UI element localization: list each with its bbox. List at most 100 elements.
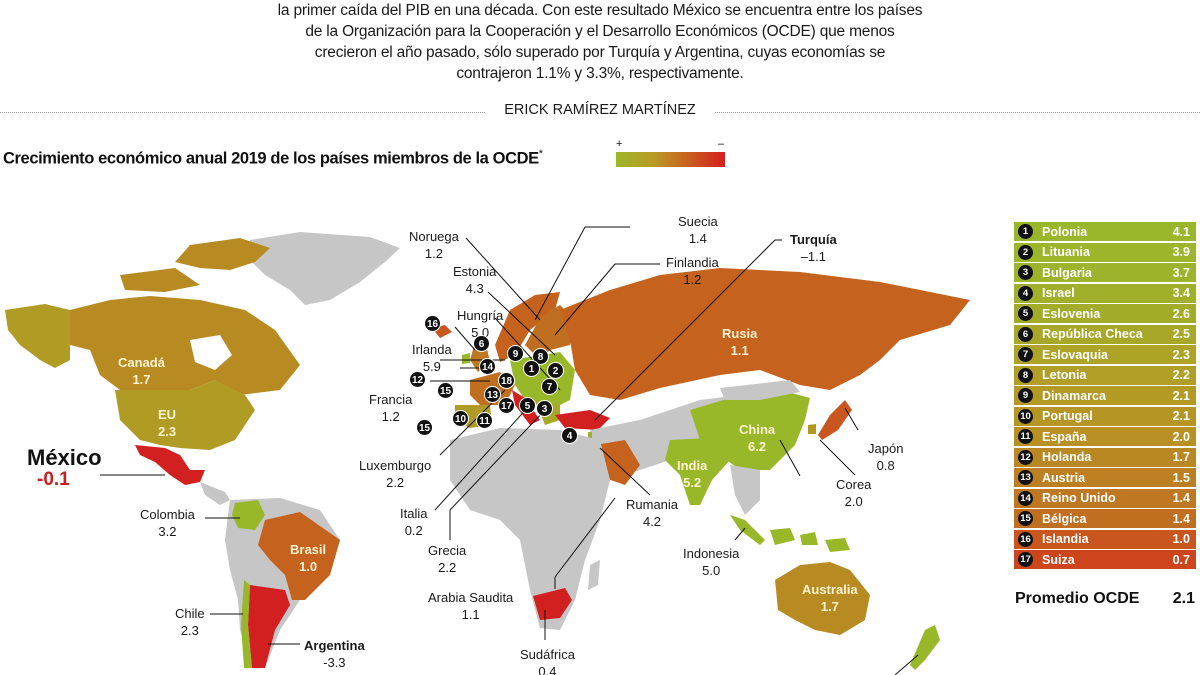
- average-label: Promedio OCDE: [1015, 590, 1140, 607]
- argentina-shape: [248, 585, 290, 668]
- legend-plus: +: [616, 138, 623, 150]
- rank-country: Letonia: [1042, 368, 1087, 382]
- sudafrica-label: Sudáfrica 0.4: [520, 647, 575, 675]
- ranking-row: 15 Bélgica 1.4: [1014, 509, 1196, 528]
- rank-number: 12: [1018, 449, 1033, 465]
- rank-country: España: [1042, 429, 1087, 444]
- china-label: China 6.2: [739, 422, 776, 454]
- rank-number: 9: [1018, 388, 1033, 403]
- rank-value: 4.1: [1172, 224, 1190, 239]
- colombia-shape: [232, 500, 265, 530]
- ranking-row: 14 Reino Unido 1.4: [1014, 488, 1196, 508]
- map-badge: 7: [541, 378, 558, 395]
- divider: [0, 112, 485, 113]
- japan-shape: [818, 400, 852, 440]
- rank-country: Eslovenia: [1042, 306, 1101, 321]
- map-badge: 3: [536, 400, 553, 417]
- sweden-finland-shape: [525, 305, 575, 360]
- legend-minus: –: [717, 138, 724, 150]
- rank-number: 13: [1018, 470, 1033, 485]
- map-badge: 14: [479, 358, 496, 375]
- rank-country: Portugal: [1042, 409, 1093, 423]
- rank-country: Islandia: [1042, 532, 1089, 546]
- rank-country: Reino Unido: [1042, 491, 1116, 505]
- turkey-shape: [555, 410, 610, 430]
- map-badge: 15: [416, 419, 433, 436]
- rank-country: Bulgaria: [1042, 265, 1093, 280]
- ranking-row: 13 Austria 1.5: [1014, 468, 1196, 487]
- australia-shape: [775, 562, 870, 635]
- rank-number: 2: [1018, 244, 1033, 260]
- rank-value: 2.1: [1172, 409, 1190, 423]
- ranking-row: 11 España 2.0: [1014, 427, 1196, 446]
- rank-number: 10: [1018, 408, 1033, 424]
- rank-number: 5: [1018, 306, 1033, 321]
- map-badge: 2: [547, 362, 564, 379]
- norway-shape: [495, 292, 560, 362]
- ranking-row: 6 República Checa 2.5: [1014, 324, 1196, 344]
- map-badge: 10: [452, 410, 469, 427]
- usa-shape: [115, 380, 255, 450]
- rank-country: Austria: [1042, 470, 1086, 485]
- mexico-label: México -0.1: [27, 446, 102, 490]
- rank-country: Dinamarca: [1042, 388, 1106, 403]
- canada-shape: [70, 296, 300, 395]
- rank-value: 2.0: [1172, 429, 1190, 444]
- map-badge: 5: [519, 397, 536, 414]
- map-badge: 4: [561, 427, 578, 444]
- canada-islands-shape: [120, 268, 200, 292]
- map-badge: 9: [507, 345, 524, 362]
- rank-value: 2.2: [1172, 368, 1190, 382]
- grecia-label: Grecia 2.2: [428, 543, 467, 575]
- suecia-label: Suecia 1.4: [678, 214, 718, 246]
- rank-country: Polonia: [1042, 224, 1088, 239]
- south-africa-shape: [533, 588, 572, 620]
- italia-label: Italia 0.2: [400, 506, 428, 538]
- rumania-label: Rumania 4.2: [626, 497, 679, 529]
- rank-country: Suiza: [1042, 552, 1075, 567]
- rank-country: Holanda: [1042, 450, 1092, 464]
- new-zealand-shape: [910, 625, 940, 670]
- rank-value: 1.7: [1172, 450, 1190, 464]
- legend-gradient-bar: [616, 152, 725, 167]
- rank-country: Bélgica: [1042, 511, 1087, 526]
- estonia-label: Estonia 4.3: [453, 264, 497, 296]
- country-value: -0.1: [37, 469, 70, 490]
- map-badge: 17: [498, 397, 515, 414]
- greenland-shape: [250, 232, 400, 305]
- color-scale-legend: + –: [616, 138, 726, 172]
- oecd-average: Promedio OCDE 2.1: [1015, 590, 1195, 608]
- irlanda-label: Irlanda 5.9: [412, 342, 452, 374]
- rank-value: 3.9: [1172, 245, 1190, 259]
- rank-country: Israel: [1042, 286, 1075, 300]
- rank-number: 7: [1018, 347, 1033, 362]
- rank-number: 16: [1018, 531, 1033, 547]
- chile-label: Chile 2.3: [175, 606, 205, 638]
- mexico-shape: [135, 445, 205, 485]
- ranking-row: 7 Eslovaquia 2.3: [1014, 345, 1196, 364]
- article-intro: la primer caída del PIB en una década. C…: [200, 0, 1000, 84]
- ranking-row: 2 Lituania 3.9: [1014, 242, 1196, 262]
- rank-number: 4: [1018, 285, 1033, 301]
- rank-value: 0.7: [1172, 552, 1190, 567]
- luxemburgo-label: Luxemburgo 2.2: [359, 458, 432, 490]
- rusia-label: Rusia 1.1: [722, 326, 758, 358]
- footnote-mark: *: [538, 148, 543, 160]
- canada-islands-shape: [175, 238, 270, 270]
- alaska-shape: [5, 304, 70, 368]
- ranking-row: 12 Holanda 1.7: [1014, 447, 1196, 467]
- brasil-label: Brasil 1.0: [290, 542, 327, 574]
- rank-number: 3: [1018, 265, 1033, 280]
- arabia-saudita-label: Arabia Saudita 1.1: [428, 590, 514, 622]
- rank-value: 2.5: [1172, 327, 1190, 341]
- intro-line: de la Organización para la Cooperación y…: [305, 23, 895, 40]
- rank-value: 3.7: [1172, 265, 1190, 280]
- chile-shape: [241, 580, 252, 668]
- ranking-row: 5 Eslovenia 2.6: [1014, 304, 1196, 323]
- india-shape: [665, 438, 730, 505]
- francia-label: Francia 1.2: [369, 392, 413, 424]
- indonesia-shape: [730, 515, 765, 545]
- noruega-label: Noruega 1.2: [409, 229, 459, 261]
- ranking-row: 8 Letonia 2.2: [1014, 365, 1196, 385]
